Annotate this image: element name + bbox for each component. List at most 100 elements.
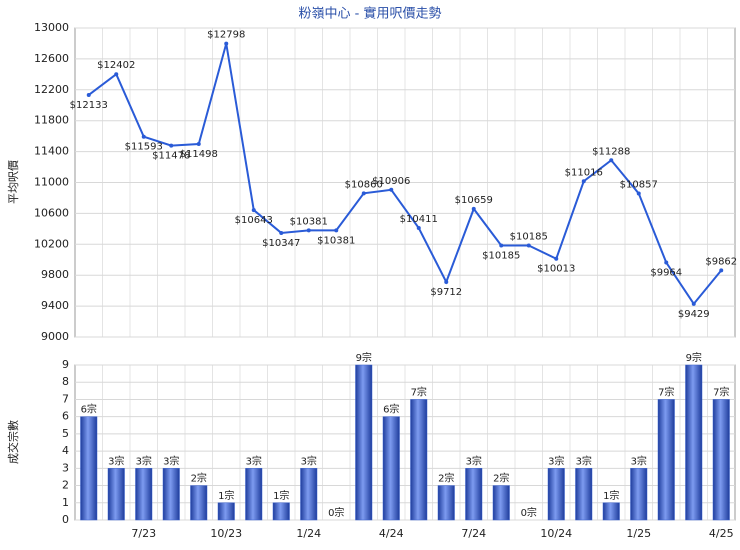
data-label: 3宗 (548, 454, 564, 467)
bar (135, 468, 153, 521)
y-axis-label: 平均呎價 (6, 160, 20, 204)
point (554, 256, 559, 261)
y-tick-label: 8 (62, 375, 69, 388)
data-label: 0宗 (521, 506, 537, 519)
bar (272, 502, 290, 521)
data-label: 7宗 (713, 385, 729, 398)
point (141, 134, 146, 139)
bar (107, 468, 125, 521)
point (499, 243, 504, 248)
point (444, 279, 449, 284)
point (416, 226, 421, 231)
y-tick-label: 11800 (34, 114, 69, 127)
point (361, 191, 366, 196)
data-label: 1宗 (273, 489, 289, 502)
data-label: $12402 (97, 60, 135, 71)
data-label: 3宗 (108, 454, 124, 467)
bar (162, 468, 180, 521)
bar (465, 468, 483, 521)
bar (437, 485, 455, 521)
x-tick-label: 4/25 (709, 527, 734, 540)
data-label: $10381 (317, 235, 355, 246)
data-label: 7宗 (411, 385, 427, 398)
data-label: 6宗 (81, 403, 97, 416)
bar (492, 485, 510, 521)
data-label: 0宗 (328, 506, 344, 519)
point (389, 187, 394, 192)
y-tick-label: 12200 (34, 83, 69, 96)
point (691, 301, 696, 306)
point (169, 143, 174, 148)
y-tick-label: 9000 (41, 330, 69, 343)
y-tick-label: 9 (62, 358, 69, 371)
y-tick-label: 11400 (34, 145, 69, 158)
data-label: 7宗 (658, 385, 674, 398)
point (471, 206, 476, 211)
data-label: $10185 (510, 231, 548, 242)
point (196, 142, 201, 147)
point (224, 41, 229, 46)
data-label: $9964 (650, 268, 682, 279)
point (636, 191, 641, 196)
bar (190, 485, 208, 521)
data-label: 3宗 (246, 454, 262, 467)
y-tick-label: 11000 (34, 176, 69, 189)
point (664, 260, 669, 265)
data-label: 3宗 (136, 454, 152, 467)
data-label: $10643 (235, 215, 273, 226)
data-label: $9429 (678, 309, 710, 320)
bar (602, 502, 620, 521)
y-tick-label: 6 (62, 410, 69, 423)
bar (300, 468, 318, 521)
data-label: $10860 (345, 179, 383, 190)
chart-title: 粉嶺中心 - 實用呎價走勢 (299, 6, 442, 22)
data-label: $10185 (482, 250, 520, 261)
point (334, 228, 339, 233)
y-tick-label: 9400 (41, 299, 69, 312)
data-label: 9宗 (356, 351, 372, 364)
data-label: 2宗 (438, 472, 454, 485)
y-tick-label: 9800 (41, 268, 69, 281)
point (86, 92, 91, 97)
point (609, 158, 614, 163)
x-tick-label: 4/24 (379, 527, 404, 540)
data-label: 3宗 (631, 454, 647, 467)
y-axis-label: 成交宗數 (6, 420, 20, 464)
bar (630, 468, 648, 521)
y-tick-label: 2 (62, 479, 69, 492)
data-label: $12798 (207, 30, 245, 41)
data-label: $10347 (262, 238, 300, 249)
y-tick-label: 1 (62, 496, 69, 509)
x-tick-label: 10/23 (210, 527, 242, 540)
data-label: $10857 (620, 180, 658, 191)
y-tick-label: 5 (62, 427, 69, 440)
data-label: $11498 (180, 149, 218, 160)
data-label: 1宗 (603, 489, 619, 502)
x-tick-label: 1/25 (626, 527, 651, 540)
data-label: 2宗 (493, 472, 509, 485)
data-label: $10906 (372, 176, 410, 187)
y-tick-label: 10600 (34, 206, 69, 219)
y-tick-label: 10200 (34, 237, 69, 250)
data-label: $12133 (70, 100, 108, 111)
y-tick-label: 13000 (34, 21, 69, 34)
data-label: $10013 (537, 264, 575, 275)
data-label: $10659 (455, 195, 493, 206)
y-tick-label: 4 (62, 444, 69, 457)
data-label: 3宗 (301, 454, 317, 467)
data-label: $9862 (705, 256, 737, 267)
point (114, 72, 119, 77)
y-tick-label: 0 (62, 513, 69, 526)
bar (685, 364, 703, 521)
data-label: 9宗 (686, 351, 702, 364)
data-label: 2宗 (191, 472, 207, 485)
data-label: 6宗 (383, 403, 399, 416)
data-label: $11478 (152, 151, 190, 162)
point (306, 228, 311, 233)
price-line (88, 43, 723, 306)
data-label: 3宗 (163, 454, 179, 467)
data-label: $9712 (430, 287, 462, 298)
bar (547, 468, 565, 521)
data-label: $11593 (125, 142, 163, 153)
data-label: 3宗 (466, 454, 482, 467)
